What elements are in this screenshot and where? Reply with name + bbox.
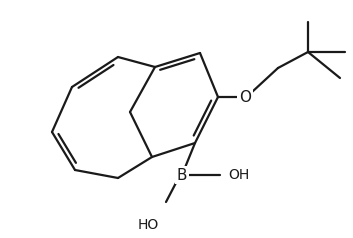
Text: O: O xyxy=(239,89,251,104)
Text: HO: HO xyxy=(137,218,158,232)
Text: OH: OH xyxy=(228,168,249,182)
Text: B: B xyxy=(177,168,187,183)
